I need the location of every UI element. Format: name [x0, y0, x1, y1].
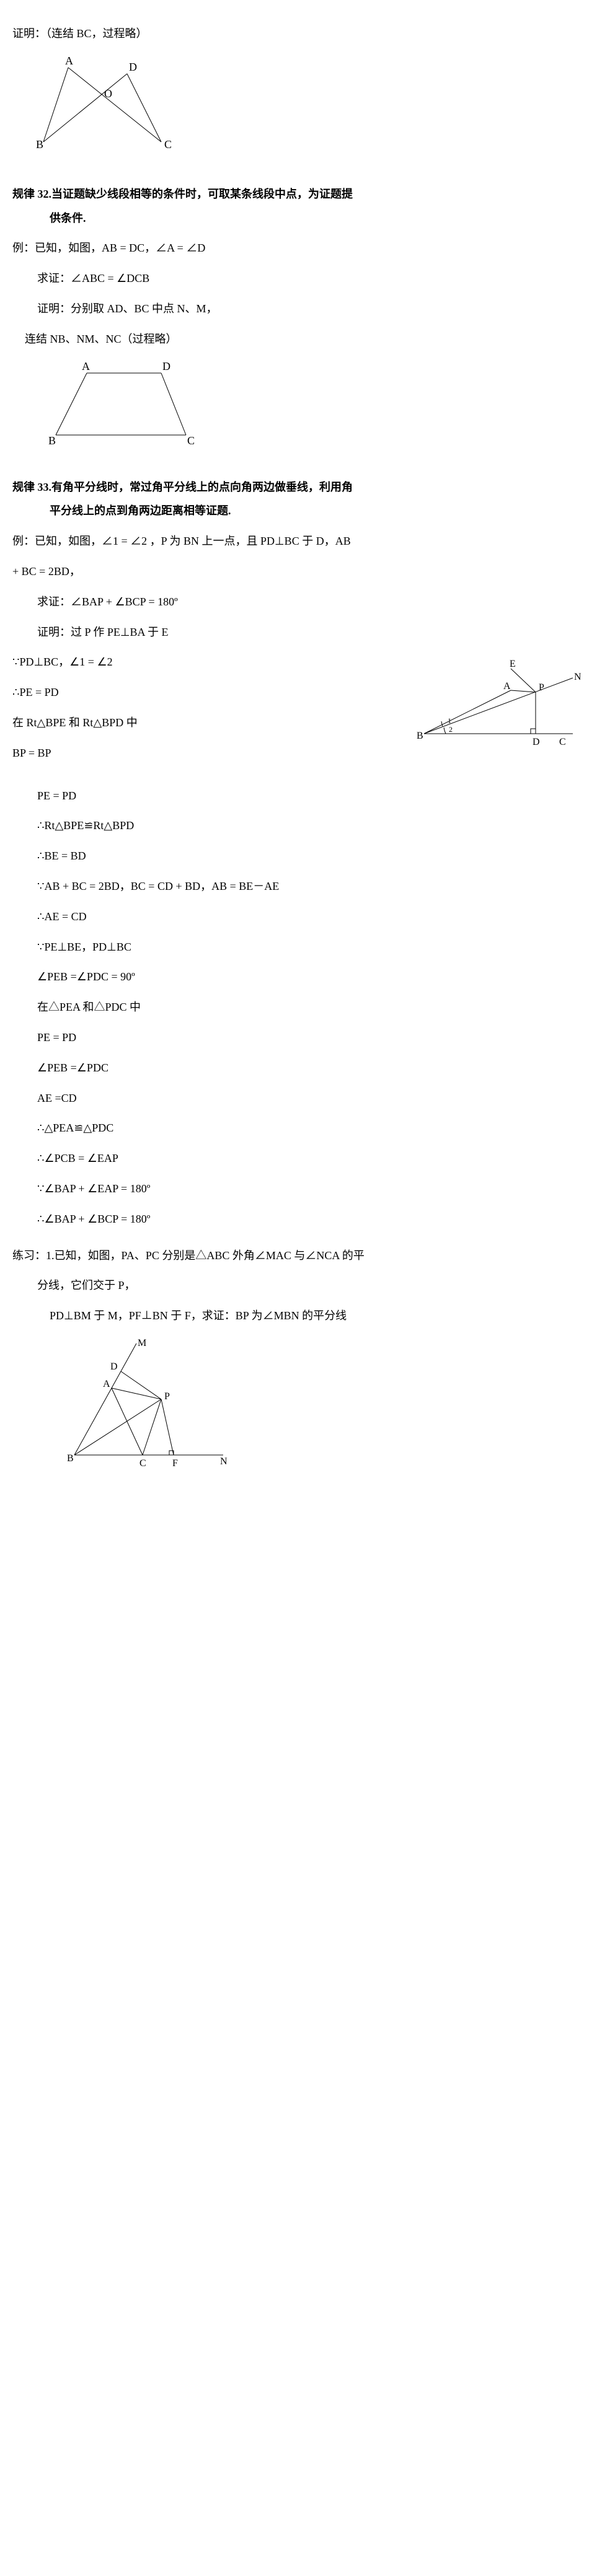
rule33-p13: PE = PD	[12, 1029, 598, 1047]
fig4-label-d: D	[110, 1361, 118, 1372]
fig2-label-d: D	[162, 361, 170, 372]
fig3-label-d: D	[533, 737, 540, 747]
fig4-label-c: C	[139, 1458, 146, 1469]
rule33-ex2: 求证：∠BAP + ∠BCP = 180º	[12, 593, 598, 611]
rule32-ex1: 例：已知，如图，AB = DC，∠A = ∠D	[12, 239, 598, 257]
fig3-label-a: A	[503, 681, 511, 692]
fig4-label-m: M	[138, 1338, 146, 1348]
rule33-p17: ∴∠PCB = ∠EAP	[12, 1150, 598, 1167]
fig2-label-b: B	[48, 434, 56, 447]
rule33-title: 规律 33.有角平分线时，常过角平分线上的点向角两边做垂线，利用角	[12, 478, 598, 496]
rule32-ex4: 连结 NB、NM、NC（过程略）	[12, 330, 598, 348]
fig2-label-c: C	[187, 434, 195, 447]
rule33-ex1b: + BC = 2BD，	[12, 563, 598, 581]
rule33-p5: PE = PD	[12, 787, 598, 805]
fig3-ang2: 2	[449, 725, 453, 734]
fig4-label-n: N	[220, 1456, 228, 1467]
rule33-p11: ∠PEB =∠PDC = 90º	[12, 968, 598, 986]
rule33-p18: ∵∠BAP + ∠EAP = 180º	[12, 1180, 598, 1198]
fig1-label-a: A	[65, 55, 73, 67]
fig2-label-a: A	[82, 361, 90, 372]
rule32-title2: 供条件.	[12, 209, 598, 227]
fig3-label-b: B	[417, 731, 423, 741]
rule33-p7: ∴BE = BD	[12, 847, 598, 865]
fig4-label-b: B	[67, 1453, 74, 1464]
fig1-label-c: C	[164, 138, 172, 151]
fig4-label-a: A	[103, 1379, 110, 1389]
fig3-label-e: E	[510, 659, 516, 669]
rule32-ex2: 求证：∠ABC = ∠DCB	[12, 270, 598, 288]
rule33-p9: ∴AE = CD	[12, 908, 598, 926]
rule33-p6: ∴Rt△BPE≌Rt△BPD	[12, 817, 598, 835]
rule33-p8: ∵AB + BC = 2BD，BC = CD + BD，AB = BE－AE	[12, 877, 598, 895]
fig3-ang1: 1	[448, 716, 451, 725]
figure-4: A B C D F M N P	[62, 1337, 236, 1474]
rule33-ex3: 证明：过 P 作 PE⊥BA 于 E	[12, 623, 598, 641]
rule32-title: 规律 32.当证题缺少线段相等的条件时，可取某条线段中点，为证题提	[12, 185, 598, 203]
practice-line2: 分线，它们交于 P，	[12, 1277, 598, 1295]
fig3-label-c: C	[559, 737, 566, 747]
fig4-label-f: F	[172, 1458, 178, 1469]
rule33-p16: ∴△PEA≌△PDC	[12, 1119, 598, 1137]
practice-line1: 练习：1.已知，如图，PA、PC 分别是△ABC 外角∠MAC 与∠NCA 的平	[12, 1247, 598, 1265]
fig3-label-p: P	[539, 682, 544, 693]
proof-header: 证明：（连结 BC，过程略）	[12, 25, 598, 43]
fig1-label-o: O	[104, 87, 112, 100]
fig3-label-n: N	[574, 672, 581, 682]
rule33-p15: AE =CD	[12, 1089, 598, 1107]
practice-line3: PD⊥BM 于 M，PF⊥BN 于 F，求证：BP 为∠MBN 的平分线	[12, 1307, 598, 1325]
rule33-p12: 在△PEA 和△PDC 中	[12, 998, 598, 1016]
figure-1: A B C D O	[31, 55, 192, 160]
rule32-ex3: 证明：分别取 AD、BC 中点 N、M，	[12, 300, 598, 318]
rule33-p14: ∠PEB =∠PDC	[12, 1059, 598, 1077]
figure-3: A B C D E N P 1 2	[412, 653, 585, 752]
fig4-label-p: P	[164, 1391, 170, 1402]
figure-2: A B C D	[43, 361, 217, 454]
rule33-p10: ∵PE⊥BE，PD⊥BC	[12, 938, 598, 956]
rule33-ex1: 例：已知，如图，∠1 = ∠2 ，P 为 BN 上一点，且 PD⊥BC 于 D，…	[12, 532, 598, 550]
fig1-label-b: B	[36, 138, 43, 151]
rule33-title2: 平分线上的点到角两边距离相等证题.	[12, 502, 598, 520]
rule33-p19: ∴∠BAP + ∠BCP = 180º	[12, 1210, 598, 1228]
fig1-label-d: D	[129, 61, 137, 73]
